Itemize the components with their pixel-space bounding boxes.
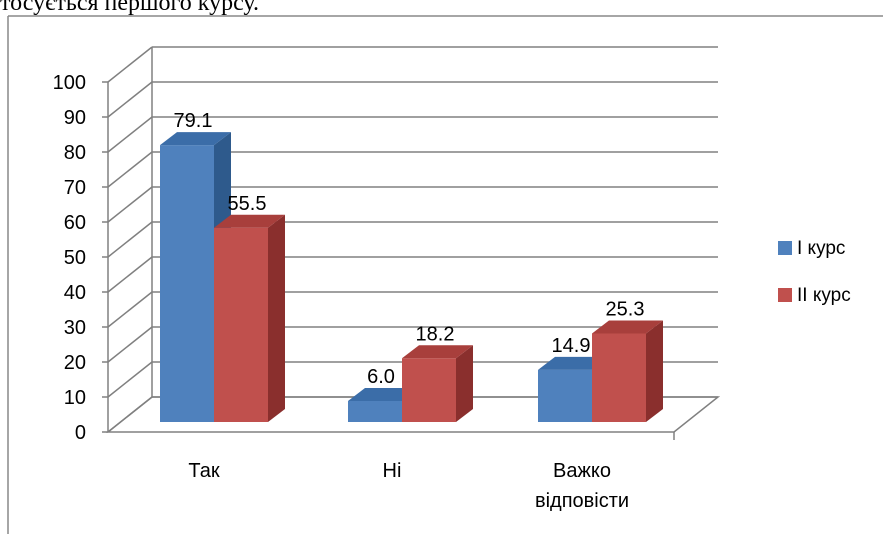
y-tick-label: 10	[64, 387, 86, 409]
side-gridline	[107, 116, 153, 153]
caption-text: тосується першого курсу.	[0, 0, 260, 16]
y-tick-label: 90	[64, 107, 86, 129]
legend-label: І курс	[797, 238, 845, 259]
side-gridline	[107, 151, 153, 188]
legend-swatch	[778, 241, 792, 255]
bar-side	[646, 320, 663, 422]
legend-label: ІІ курс	[797, 285, 851, 306]
data-label: 6.0	[367, 366, 395, 388]
y-tick-label: 20	[64, 352, 86, 374]
legend-swatch	[778, 288, 792, 302]
y-tick-label: 40	[64, 282, 86, 304]
bar-front	[402, 358, 456, 422]
x-category-label: Ні	[383, 460, 402, 482]
data-label: 79.1	[174, 110, 213, 132]
side-gridline	[107, 186, 153, 223]
bar-top	[592, 320, 663, 334]
bar-side	[268, 214, 285, 422]
data-label: 14.9	[552, 335, 591, 357]
y-tick-label: 60	[64, 212, 86, 234]
y-tick-label: 70	[64, 177, 86, 199]
bar-top	[214, 214, 285, 228]
bar-side	[456, 345, 473, 422]
bar-top	[538, 356, 609, 370]
data-label: 18.2	[416, 323, 455, 345]
y-tick-label: 0	[75, 422, 86, 444]
y-tick-label: 50	[64, 247, 86, 269]
bar-top	[348, 388, 419, 401]
x-category-label: Важко	[553, 460, 611, 482]
side-gridline	[107, 46, 153, 83]
side-gridline	[107, 221, 153, 258]
y-tick-label: 30	[64, 317, 86, 339]
bar-front	[348, 401, 402, 422]
bar-front	[592, 333, 646, 422]
side-gridline	[107, 256, 153, 293]
x-category-label: Так	[188, 460, 219, 482]
side-gridline	[107, 81, 153, 118]
side-gridline	[107, 291, 153, 328]
bar-front	[538, 369, 592, 422]
bar-top	[402, 345, 473, 359]
y-tick-label: 80	[64, 142, 86, 164]
side-gridline	[107, 326, 153, 363]
y-tick-label: 100	[53, 72, 86, 94]
bar-top	[160, 132, 231, 146]
bar-front	[160, 145, 214, 422]
side-gridline	[107, 361, 153, 398]
bar-front	[214, 227, 268, 422]
chart-floor	[105, 396, 721, 433]
data-label: 55.5	[228, 193, 267, 215]
data-label: 25.3	[606, 298, 645, 320]
x-category-label: відповісти	[535, 490, 629, 512]
